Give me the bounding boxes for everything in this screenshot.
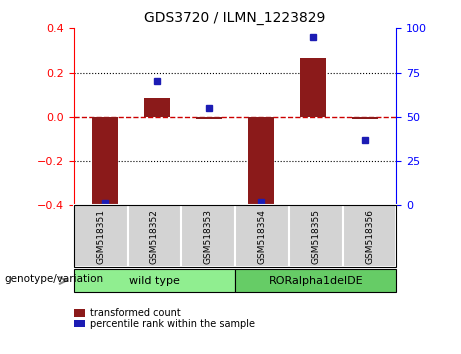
Text: genotype/variation: genotype/variation bbox=[5, 274, 104, 284]
Text: GSM518353: GSM518353 bbox=[204, 209, 213, 264]
Text: GSM518356: GSM518356 bbox=[365, 209, 374, 264]
Bar bbox=[300, 58, 326, 117]
Bar bbox=[144, 98, 170, 117]
Text: wild type: wild type bbox=[129, 275, 180, 286]
Bar bbox=[352, 117, 378, 119]
Bar bbox=[92, 117, 118, 209]
Bar bbox=[248, 117, 274, 205]
Title: GDS3720 / ILMN_1223829: GDS3720 / ILMN_1223829 bbox=[144, 11, 326, 24]
Text: GSM518354: GSM518354 bbox=[258, 209, 266, 264]
Text: transformed count: transformed count bbox=[90, 308, 181, 318]
Bar bbox=[196, 117, 222, 119]
Text: GSM518351: GSM518351 bbox=[96, 209, 105, 264]
Text: GSM518355: GSM518355 bbox=[311, 209, 320, 264]
Text: percentile rank within the sample: percentile rank within the sample bbox=[90, 319, 255, 329]
Text: GSM518352: GSM518352 bbox=[150, 209, 159, 264]
Text: RORalpha1delDE: RORalpha1delDE bbox=[268, 275, 363, 286]
